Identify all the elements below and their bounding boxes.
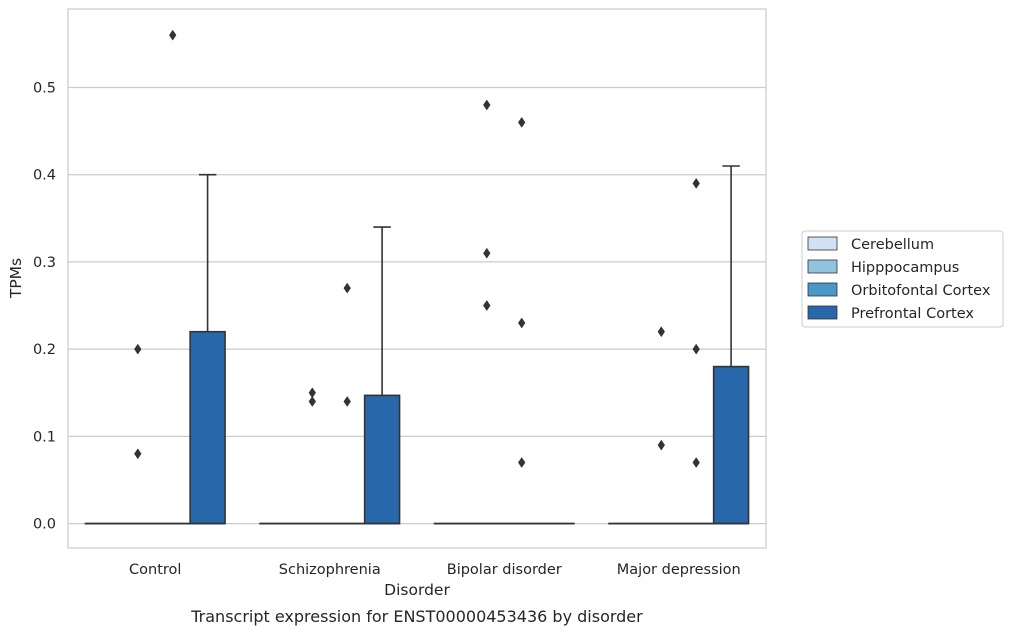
outlier-point xyxy=(343,282,351,294)
x-tick-label: Schizophrenia xyxy=(279,562,381,578)
legend-items: Cerebellum Hipppocampus Orbitofontal Corte… xyxy=(807,236,991,322)
outlier-point xyxy=(168,29,177,41)
y-tick-label: 0.2 xyxy=(33,342,56,358)
x-tick-label: Control xyxy=(129,562,181,578)
outlier-point xyxy=(134,343,142,355)
outlier-point xyxy=(483,247,491,259)
box-group xyxy=(363,226,401,525)
box-series xyxy=(84,29,750,525)
y-axis-title: TPMs xyxy=(7,258,25,299)
x-tick-label: Bipolar disorder xyxy=(447,562,562,578)
outlier-point xyxy=(517,457,526,468)
x-axis-title: Disorder xyxy=(384,581,450,599)
outlier-point xyxy=(483,99,491,111)
y-tick-label: 0.0 xyxy=(33,517,56,533)
legend-swatch xyxy=(807,305,838,320)
box xyxy=(189,330,226,525)
box xyxy=(712,365,750,525)
outlier-point xyxy=(692,177,700,189)
box xyxy=(363,394,401,525)
legend-label: Orbitofontal Cortex xyxy=(851,283,991,299)
plot-frame xyxy=(67,8,767,549)
legend-swatch xyxy=(807,236,838,251)
x-axis-ticks: Control Schizophrenia Bipolar disorder Majo… xyxy=(129,562,741,578)
legend: Cerebellum Hipppocampus Orbitofontal Corte… xyxy=(801,230,1004,328)
x-tick-label: Major depression xyxy=(617,562,741,578)
outlier-point xyxy=(134,448,142,460)
outlier-point xyxy=(517,317,526,329)
box-group xyxy=(643,326,680,525)
outlier-point xyxy=(657,326,666,338)
chart-caption: Transcript expression for ENST0000045343… xyxy=(190,607,643,626)
y-axis-ticks: 0.0 0.1 0.2 0.3 0.4 0.5 xyxy=(33,80,56,532)
legend-label: Prefrontal Cortex xyxy=(851,306,974,322)
y-tick-label: 0.3 xyxy=(33,255,56,271)
outlier-point xyxy=(517,116,526,128)
box-group xyxy=(468,99,506,525)
y-tick-label: 0.1 xyxy=(33,429,56,445)
outlier-point xyxy=(657,439,666,451)
outlier-point xyxy=(692,343,700,355)
legend-frame xyxy=(801,230,1004,328)
box-group xyxy=(189,173,226,525)
box-group xyxy=(712,165,750,525)
legend-swatch xyxy=(807,282,838,297)
legend-swatch xyxy=(807,259,838,274)
legend-label: Hipppocampus xyxy=(851,260,959,276)
outlier-point xyxy=(483,300,491,311)
outlier-point xyxy=(692,457,700,468)
box-group xyxy=(119,343,157,525)
y-tick-label: 0.4 xyxy=(33,168,56,184)
outlier-point xyxy=(308,396,317,407)
outlier-point xyxy=(343,396,351,407)
y-tick-label: 0.5 xyxy=(33,80,56,96)
legend-label: Cerebellum xyxy=(851,237,934,253)
